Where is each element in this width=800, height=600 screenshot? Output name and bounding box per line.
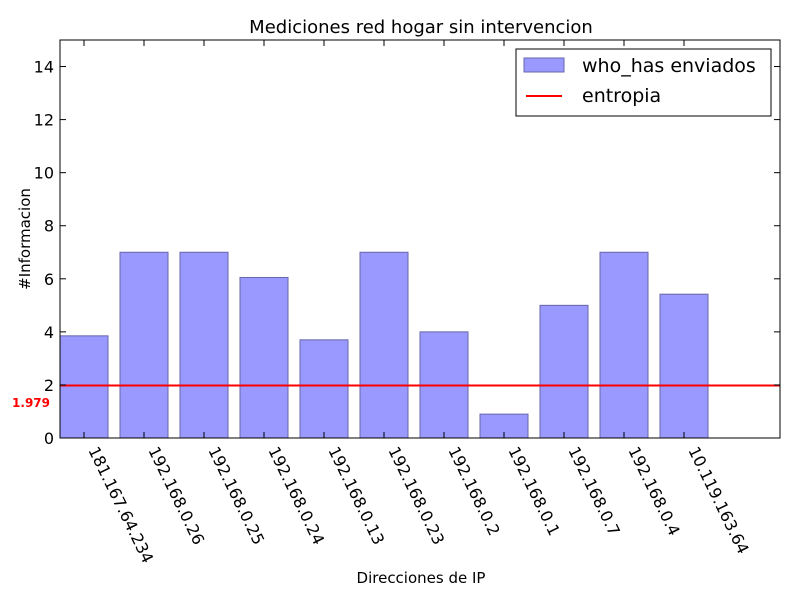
bar-192-168-0-13 [299,339,349,439]
y-tick-label: 2 [44,376,54,395]
y-tick-label: 4 [44,323,54,342]
x-tick-label: 192.168.0.1 [504,443,563,538]
y-tick-label: 6 [44,270,54,289]
y-tick-label: 8 [44,217,54,236]
bar-192-168-0-4 [599,251,649,439]
legend: who_has enviados entropia [515,48,772,117]
entropia-value-label: 1.979 [12,396,50,410]
y-tick-label: 0 [44,429,54,448]
x-axis-label: Direcciones de IP [357,569,486,587]
bar-192-168-0-23 [359,251,409,439]
y-axis: 0 2 4 6 8 10 12 14 [34,58,780,448]
x-tick-label: 10.119.163.64 [684,443,752,557]
y-axis-label: #Informacion [16,188,34,290]
x-tick-label: 192.168.0.2 [444,443,503,538]
plot-area [59,251,780,439]
y-tick-label: 12 [34,111,54,130]
x-tick-label: 192.168.0.7 [564,443,623,538]
bar-192-168-0-24 [239,276,289,439]
bar-192-168-0-25 [179,251,229,439]
legend-bar-swatch [523,57,565,73]
x-tick-label: 192.168.0.26 [144,443,208,547]
x-tick-label: 192.168.0.25 [204,443,268,547]
legend-bar-label: who_has enviados [582,55,756,77]
x-tick-label: 181.167.64.234 [84,443,157,566]
legend-line-label: entropia [582,85,661,107]
plot-frame [59,39,781,439]
bar-181-167-64-234 [59,335,109,439]
x-tick-label: 192.168.0.4 [624,443,683,538]
y-tick-label: 14 [34,58,54,77]
x-tick-label: 192.168.0.13 [324,443,388,547]
bar-10-119-163-64 [659,293,709,439]
chart-title: Mediciones red hogar sin intervencion [249,17,593,38]
y-tick-label: 10 [34,164,54,183]
bar-192-168-0-7 [539,304,589,439]
x-tick-label: 192.168.0.23 [384,443,448,547]
bar-192-168-0-26 [119,251,169,439]
x-tick-label: 192.168.0.24 [264,443,328,547]
